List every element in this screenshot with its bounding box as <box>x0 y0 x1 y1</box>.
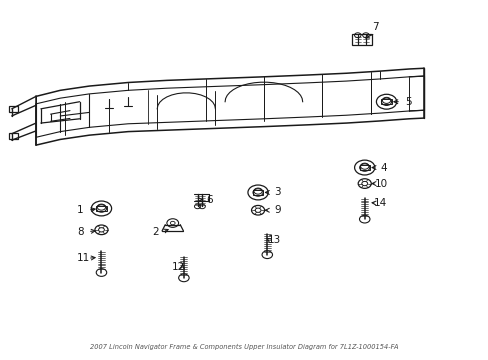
Text: 10: 10 <box>374 179 386 189</box>
Text: 12: 12 <box>171 262 184 272</box>
Bar <box>9 133 18 139</box>
Text: 13: 13 <box>267 235 280 246</box>
Text: 3: 3 <box>274 188 280 197</box>
Text: 5: 5 <box>405 97 411 107</box>
Text: 6: 6 <box>206 194 213 204</box>
Text: 4: 4 <box>380 163 386 172</box>
Text: 2: 2 <box>152 226 159 237</box>
Bar <box>351 34 371 45</box>
Bar <box>381 99 391 104</box>
Text: 1: 1 <box>77 205 83 215</box>
Bar <box>252 190 263 195</box>
Text: 14: 14 <box>373 198 386 208</box>
Text: 8: 8 <box>77 226 83 237</box>
Bar <box>9 106 18 112</box>
Text: 2007 Lincoln Navigator Frame & Components Upper Insulator Diagram for 7L1Z-10001: 2007 Lincoln Navigator Frame & Component… <box>90 344 398 350</box>
Text: 7: 7 <box>371 22 378 32</box>
Bar <box>359 165 369 170</box>
Bar <box>96 206 106 211</box>
Text: 9: 9 <box>274 205 280 215</box>
Text: 11: 11 <box>77 253 90 263</box>
